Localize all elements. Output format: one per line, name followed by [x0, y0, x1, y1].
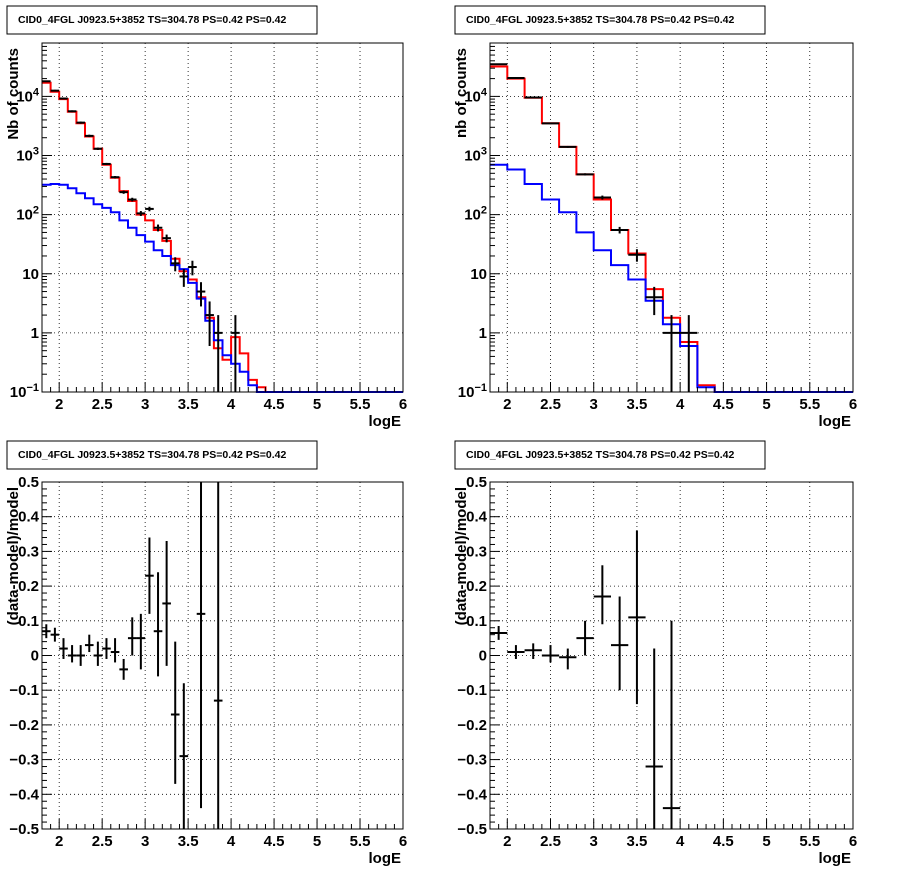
data-points — [42, 80, 240, 392]
y-tick-label: −0.4 — [457, 786, 487, 803]
y-tick-label: 0.5 — [18, 474, 39, 491]
x-tick-label: 3.5 — [178, 396, 199, 413]
y-tick-label: 0.2 — [18, 578, 39, 595]
x-tick-label: 2 — [503, 396, 511, 413]
x-tick-label: 3 — [590, 396, 598, 413]
y-tick-label: −0.2 — [457, 717, 487, 734]
chart-title: CID0_4FGL J0923.5+3852 TS=304.78 PS=0.42… — [466, 14, 734, 26]
y-axis-title: nb of counts — [453, 48, 470, 138]
x-tick-label: 2.5 — [92, 833, 113, 850]
y-tick-label: 0.3 — [18, 543, 39, 560]
y-tick-label: 102 — [16, 205, 39, 224]
y-axis-title: (data-model)/model — [5, 487, 22, 625]
x-tick-label: 4 — [227, 833, 236, 850]
y-axis-title: Nb of counts — [5, 48, 22, 140]
x-tick-label: 3.5 — [626, 396, 647, 413]
y-tick-label: 104 — [464, 86, 488, 105]
y-tick-label: 0.2 — [466, 578, 487, 595]
y-tick-label: −0.3 — [457, 752, 487, 769]
x-tick-label: 3.5 — [626, 833, 647, 850]
y-tick-label: −0.5 — [457, 821, 487, 838]
y-tick-label: 10−1 — [458, 382, 487, 401]
y-tick-label: −0.3 — [9, 752, 39, 769]
x-tick-label: 6 — [399, 396, 407, 413]
title-box — [6, 440, 318, 470]
y-tick-label: −0.1 — [457, 682, 487, 699]
x-tick-label: 3 — [590, 833, 598, 850]
data-points — [490, 63, 698, 392]
x-tick-label: 2.5 — [540, 833, 561, 850]
chart-title: CID0_4FGL J0923.5+3852 TS=304.78 PS=0.42… — [466, 449, 734, 461]
x-tick-label: 4.5 — [264, 833, 285, 850]
pad-top-left-counts-fine-binning: CID0_4FGL J0923.5+3852 TS=304.78 PS=0.42… — [5, 5, 407, 430]
x-tick-label: 5.5 — [350, 833, 371, 850]
x-tick-label: 3 — [141, 833, 149, 850]
x-axis-title: logE — [819, 850, 852, 867]
y-tick-label: 10 — [470, 266, 487, 283]
pad-bottom-right-residuals-coarse-binning: CID0_4FGL J0923.5+3852 TS=304.78 PS=0.42… — [453, 440, 857, 867]
y-tick-label: 10 — [22, 266, 39, 283]
y-tick-label: 104 — [16, 86, 40, 105]
y-tick-label: 1 — [31, 325, 39, 342]
x-axis-title: logE — [819, 413, 852, 430]
y-tick-label: −0.2 — [9, 717, 39, 734]
x-tick-label: 2 — [503, 833, 511, 850]
grid-lines — [42, 43, 403, 392]
x-tick-label: 5.5 — [350, 396, 371, 413]
x-tick-label: 2.5 — [92, 396, 113, 413]
y-tick-label: 0 — [31, 648, 39, 665]
y-tick-label: 0 — [479, 648, 487, 665]
title-box — [6, 5, 318, 35]
y-tick-label: 0.1 — [466, 613, 487, 630]
x-tick-label: 4 — [676, 833, 685, 850]
x-tick-label: 3.5 — [178, 833, 199, 850]
chart-title: CID0_4FGL J0923.5+3852 TS=304.78 PS=0.42… — [18, 14, 286, 26]
x-tick-label: 3 — [141, 396, 149, 413]
data-points — [42, 482, 223, 829]
y-axis-title: (data-model)/model — [453, 487, 470, 625]
grid-lines — [490, 43, 853, 392]
y-tick-label: −0.1 — [9, 682, 39, 699]
y-tick-label: 1 — [479, 325, 487, 342]
x-tick-label: 5.5 — [799, 396, 820, 413]
grid-lines — [42, 482, 403, 829]
x-tick-label: 6 — [849, 833, 857, 850]
y-tick-label: 102 — [464, 205, 487, 224]
x-tick-label: 4.5 — [264, 396, 285, 413]
x-tick-label: 4 — [676, 396, 685, 413]
title-box — [454, 440, 766, 470]
x-tick-label: 5 — [762, 833, 770, 850]
y-tick-label: 0.5 — [466, 474, 487, 491]
x-tick-label: 4 — [227, 396, 236, 413]
y-tick-label: 103 — [16, 146, 39, 165]
x-tick-label: 2 — [55, 833, 63, 850]
pad-bottom-left-residuals-fine-binning: CID0_4FGL J0923.5+3852 TS=304.78 PS=0.42… — [5, 440, 407, 867]
pad-top-right-counts-coarse-binning: CID0_4FGL J0923.5+3852 TS=304.78 PS=0.42… — [453, 5, 857, 430]
title-box — [454, 5, 766, 35]
chart-title: CID0_4FGL J0923.5+3852 TS=304.78 PS=0.42… — [18, 449, 286, 461]
x-tick-label: 4.5 — [713, 396, 734, 413]
x-tick-label: 5 — [313, 396, 321, 413]
y-tick-label: 0.4 — [466, 509, 488, 526]
y-tick-label: 0.1 — [18, 613, 39, 630]
data-points — [490, 530, 681, 829]
x-tick-label: 2 — [55, 396, 63, 413]
y-tick-label: 0.4 — [18, 509, 40, 526]
x-tick-label: 4.5 — [713, 833, 734, 850]
x-axis-title: logE — [369, 850, 402, 867]
x-tick-label: 5 — [313, 833, 321, 850]
y-tick-label: 0.3 — [466, 543, 487, 560]
x-tick-label: 5.5 — [799, 833, 820, 850]
y-tick-label: 103 — [464, 146, 487, 165]
x-axis-title: logE — [369, 413, 402, 430]
y-tick-label: −0.5 — [9, 821, 39, 838]
y-tick-label: −0.4 — [9, 786, 39, 803]
y-tick-label: 10−1 — [10, 382, 39, 401]
x-tick-label: 2.5 — [540, 396, 561, 413]
x-tick-label: 5 — [762, 396, 770, 413]
x-tick-label: 6 — [849, 396, 857, 413]
x-tick-label: 6 — [399, 833, 407, 850]
